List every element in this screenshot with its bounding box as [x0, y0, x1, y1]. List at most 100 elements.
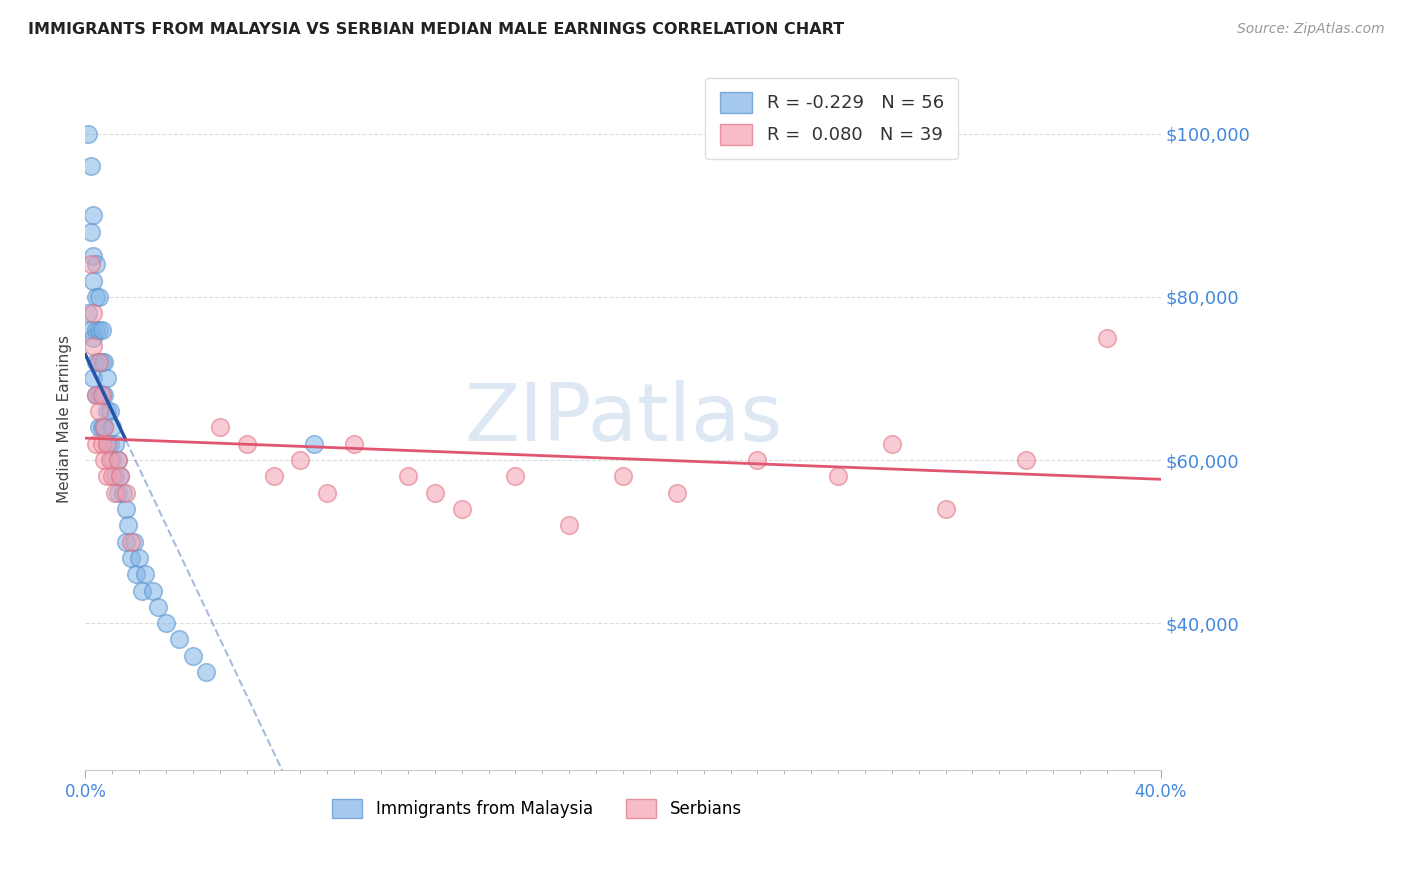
Point — [90, 420, 112, 434]
Point — [87, 355, 110, 369]
Point — [101, 469, 124, 483]
Point — [87, 388, 110, 402]
Point — [110, 469, 132, 483]
Point — [880, 436, 903, 450]
Point — [423, 485, 446, 500]
Point — [84, 388, 107, 402]
Point — [142, 583, 165, 598]
Point — [235, 436, 257, 450]
Point — [90, 436, 112, 450]
Point — [134, 567, 156, 582]
Point — [122, 534, 145, 549]
Point — [98, 453, 121, 467]
Point — [665, 485, 688, 500]
Point — [80, 322, 103, 336]
Point — [98, 436, 121, 450]
Point — [396, 469, 419, 483]
Point — [84, 436, 107, 450]
Point — [82, 249, 104, 263]
Point — [111, 485, 134, 500]
Point — [169, 632, 191, 647]
Point — [316, 485, 339, 500]
Point — [80, 257, 103, 271]
Point — [612, 469, 634, 483]
Point — [107, 485, 129, 500]
Point — [107, 453, 129, 467]
Point — [120, 550, 142, 565]
Point — [80, 160, 103, 174]
Point — [343, 436, 366, 450]
Text: ZIPatlas: ZIPatlas — [464, 380, 782, 458]
Point — [131, 583, 153, 598]
Point — [84, 355, 107, 369]
Point — [104, 485, 127, 500]
Point — [84, 322, 107, 336]
Point — [82, 339, 104, 353]
Point — [96, 469, 118, 483]
Point — [827, 469, 849, 483]
Point — [1095, 331, 1118, 345]
Point — [208, 420, 231, 434]
Point — [93, 453, 115, 467]
Point — [110, 469, 132, 483]
Point — [82, 306, 104, 320]
Y-axis label: Median Male Earnings: Median Male Earnings — [58, 335, 72, 503]
Point — [302, 436, 325, 450]
Text: IMMIGRANTS FROM MALAYSIA VS SERBIAN MEDIAN MALE EARNINGS CORRELATION CHART: IMMIGRANTS FROM MALAYSIA VS SERBIAN MEDI… — [28, 22, 844, 37]
Point — [82, 331, 104, 345]
Point — [90, 355, 112, 369]
Point — [96, 436, 118, 450]
Point — [84, 257, 107, 271]
Point — [146, 599, 169, 614]
Point — [101, 453, 124, 467]
Point — [117, 518, 139, 533]
Point — [82, 208, 104, 222]
Point — [77, 306, 100, 320]
Legend: Immigrants from Malaysia, Serbians: Immigrants from Malaysia, Serbians — [326, 792, 748, 825]
Point — [87, 420, 110, 434]
Point — [87, 290, 110, 304]
Point — [77, 127, 100, 141]
Point — [290, 453, 312, 467]
Point — [90, 388, 112, 402]
Point — [82, 274, 104, 288]
Point — [84, 388, 107, 402]
Point — [87, 322, 110, 336]
Point — [96, 436, 118, 450]
Point — [93, 388, 115, 402]
Point — [98, 404, 121, 418]
Point — [114, 502, 136, 516]
Point — [90, 388, 112, 402]
Point — [558, 518, 581, 533]
Point — [104, 436, 127, 450]
Point — [195, 665, 218, 679]
Point — [450, 502, 472, 516]
Point — [155, 616, 177, 631]
Point — [120, 534, 142, 549]
Point — [263, 469, 285, 483]
Point — [90, 322, 112, 336]
Point — [87, 355, 110, 369]
Point — [1015, 453, 1038, 467]
Point — [87, 404, 110, 418]
Point — [125, 567, 148, 582]
Point — [84, 290, 107, 304]
Point — [80, 225, 103, 239]
Point — [96, 371, 118, 385]
Point — [93, 420, 115, 434]
Text: Source: ZipAtlas.com: Source: ZipAtlas.com — [1237, 22, 1385, 37]
Point — [93, 355, 115, 369]
Point — [935, 502, 957, 516]
Point — [128, 550, 150, 565]
Point — [93, 420, 115, 434]
Point — [101, 420, 124, 434]
Point — [96, 404, 118, 418]
Point — [114, 485, 136, 500]
Point — [181, 648, 204, 663]
Point — [82, 371, 104, 385]
Point — [114, 534, 136, 549]
Point — [107, 453, 129, 467]
Point — [505, 469, 527, 483]
Point — [104, 469, 127, 483]
Point — [747, 453, 769, 467]
